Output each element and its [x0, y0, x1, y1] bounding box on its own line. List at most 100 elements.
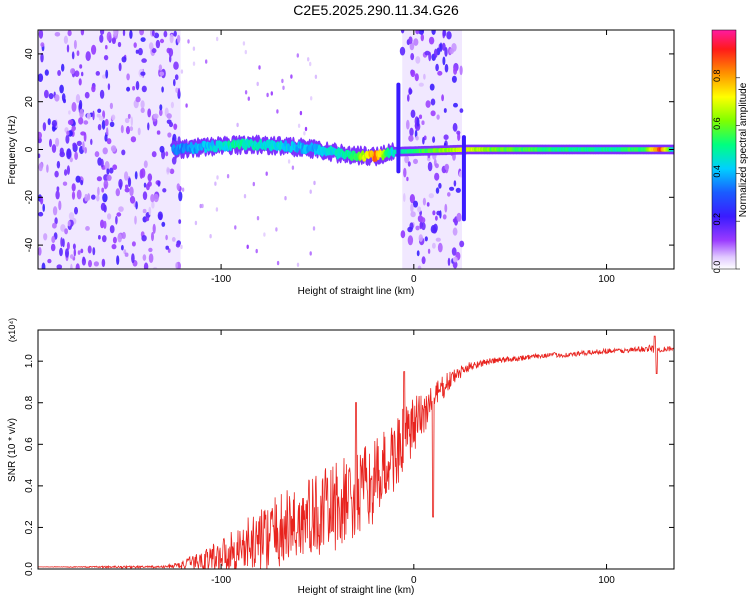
noise-blob: [129, 126, 134, 132]
noise-blob: [423, 73, 426, 80]
noise-blob: [276, 109, 279, 114]
noise-blob: [130, 136, 137, 143]
noise-blob: [97, 124, 102, 131]
noise-blob: [101, 258, 106, 268]
noise-blob: [106, 174, 112, 181]
snr-xlabel: Height of straight line (km): [298, 585, 415, 596]
noise-blob: [453, 102, 458, 108]
noise-blob: [244, 90, 248, 95]
noise-blob: [399, 46, 406, 56]
noise-blob: [107, 83, 111, 91]
noise-blob: [66, 241, 70, 250]
noise-blob: [263, 232, 266, 237]
noise-blob: [418, 30, 424, 35]
noise-blob: [166, 168, 171, 173]
noise-blob: [447, 257, 451, 266]
noise-blob: [98, 235, 101, 240]
noise-blob: [453, 180, 457, 187]
noise-blob: [415, 30, 420, 35]
noise-blob: [178, 219, 182, 224]
noise-blob: [417, 206, 422, 213]
noise-blob: [96, 113, 101, 118]
noise-blob: [443, 134, 449, 140]
noise-blob: [309, 61, 312, 67]
noise-blob: [84, 193, 88, 202]
noise-blob: [103, 183, 108, 190]
noise-blob: [408, 36, 413, 44]
noise-blob: [140, 37, 146, 42]
noise-blob: [132, 86, 136, 91]
x-tick-label: 0: [411, 575, 417, 586]
noise-blob: [180, 244, 183, 250]
noise-blob: [66, 130, 70, 136]
noise-blob: [118, 62, 122, 72]
noise-blob: [420, 217, 426, 224]
noise-blob: [142, 254, 147, 261]
noise-blob: [84, 147, 87, 154]
noise-blob: [105, 69, 109, 79]
noise-blob: [176, 183, 180, 191]
noise-blob: [432, 210, 436, 216]
noise-blob: [52, 206, 58, 216]
noise-blob: [410, 203, 414, 213]
noise-blob: [135, 96, 141, 103]
noise-blob: [140, 71, 146, 76]
transient-streak: [396, 82, 401, 174]
y-tick-label: 0.4: [24, 478, 35, 492]
noise-blob: [129, 195, 136, 204]
noise-blob: [49, 138, 52, 148]
colorbar-tick-label: 0.2: [712, 213, 722, 226]
noise-blob: [131, 241, 136, 247]
noise-blob: [148, 253, 154, 263]
noise-blob: [151, 30, 155, 37]
noise-blob: [416, 250, 420, 257]
noise-blob: [303, 131, 306, 136]
noise-blob: [453, 66, 458, 75]
noise-blob: [51, 144, 57, 153]
noise-blob: [296, 262, 300, 267]
noise-blob: [87, 193, 91, 201]
x-tick-label: 100: [598, 575, 615, 586]
noise-blob: [142, 208, 147, 214]
noise-blob: [79, 99, 83, 110]
noise-blob: [59, 84, 64, 94]
noise-blob: [129, 30, 133, 39]
noise-blob: [151, 231, 154, 242]
noise-blob: [419, 221, 423, 230]
noise-blob: [173, 123, 178, 130]
noise-blob: [135, 49, 139, 54]
noise-blob: [258, 65, 261, 70]
noise-blob: [87, 245, 92, 254]
noise-blob: [38, 162, 43, 172]
noise-blob: [187, 39, 190, 44]
noise-blob: [113, 30, 118, 37]
noise-blob: [169, 33, 174, 44]
noise-blob: [171, 237, 176, 242]
noise-blob: [106, 168, 110, 175]
noise-blob: [135, 80, 140, 91]
noise-blob: [86, 112, 91, 120]
noise-blob: [76, 189, 82, 200]
noise-blob: [54, 94, 60, 102]
noise-blob: [275, 227, 278, 232]
noise-blob: [131, 253, 135, 264]
noise-blob: [116, 212, 122, 217]
noise-blob: [442, 214, 447, 220]
noise-blob: [59, 147, 64, 155]
noise-blob: [121, 149, 126, 156]
noise-blob: [244, 49, 247, 55]
noise-blob: [91, 85, 96, 93]
noise-blob: [435, 237, 441, 242]
noise-blob: [147, 122, 150, 131]
noise-blob: [73, 39, 77, 50]
noise-blob: [102, 147, 108, 155]
noise-blob: [444, 47, 448, 57]
x-tick-label: 100: [598, 274, 615, 285]
noise-blob: [429, 83, 435, 91]
noise-blob: [414, 73, 419, 82]
noise-blob: [107, 213, 112, 220]
noise-blob: [452, 122, 458, 132]
noise-blob: [192, 61, 196, 66]
noise-blob: [153, 113, 159, 120]
noise-blob: [66, 165, 70, 175]
